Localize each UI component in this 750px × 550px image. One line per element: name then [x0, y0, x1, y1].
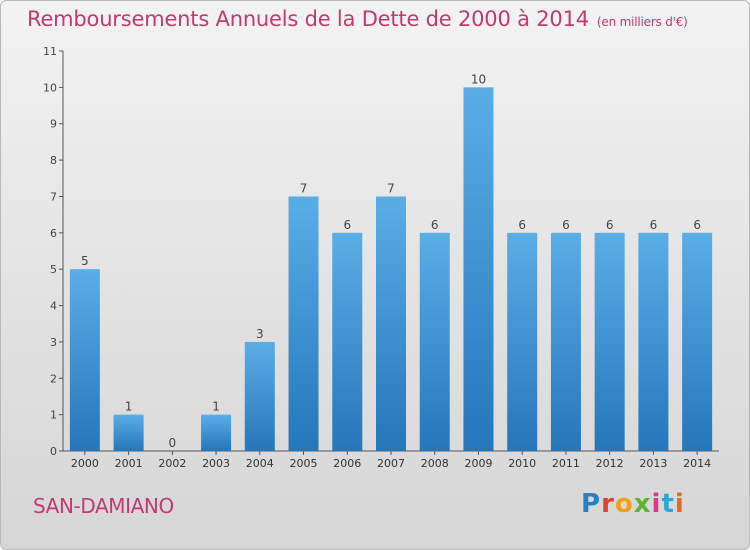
- bar: [201, 414, 232, 451]
- x-tick-label: 2007: [377, 457, 405, 470]
- y-tick-label: 7: [50, 190, 57, 203]
- proxiti-logo[interactable]: Proxiti: [581, 489, 685, 519]
- bar: [682, 232, 713, 451]
- bar-value-label: 5: [81, 254, 89, 268]
- bar-value-label: 6: [693, 218, 701, 232]
- bar-value-label: 10: [471, 72, 486, 86]
- x-tick-label: 2013: [639, 457, 667, 470]
- y-tick-label: 11: [43, 45, 57, 58]
- y-tick-label: 0: [50, 445, 57, 458]
- y-tick-label: 2: [50, 372, 57, 385]
- y-tick-label: 9: [50, 118, 57, 131]
- bar-value-label: 1: [125, 400, 133, 414]
- y-tick-label: 5: [50, 263, 57, 276]
- place-name: SAN-DAMIANO: [33, 494, 174, 518]
- logo-letter: x: [633, 489, 652, 519]
- x-tick-label: 2010: [508, 457, 536, 470]
- y-tick-label: 6: [50, 227, 57, 240]
- bar: [244, 341, 275, 451]
- bar: [69, 269, 100, 451]
- x-tick-label: 2001: [115, 457, 143, 470]
- bar: [113, 414, 144, 451]
- bar-value-label: 6: [518, 218, 526, 232]
- bar-value-label: 6: [650, 218, 658, 232]
- x-tick-label: 2003: [202, 457, 230, 470]
- bar: [288, 196, 319, 451]
- chart-unit: (en milliers d'€): [596, 15, 688, 29]
- logo-letter: i: [674, 489, 685, 519]
- x-tick-label: 2012: [596, 457, 624, 470]
- x-tick-label: 2006: [333, 457, 361, 470]
- bar: [463, 87, 494, 451]
- chart-title-text: Remboursements Annuels de la Dette de 20…: [27, 7, 589, 31]
- bar: [594, 232, 625, 451]
- chart-title: Remboursements Annuels de la Dette de 20…: [27, 7, 688, 31]
- x-tick-label: 2009: [464, 457, 492, 470]
- logo-letter: r: [601, 489, 615, 519]
- x-tick-label: 2002: [158, 457, 186, 470]
- bar: [419, 232, 450, 451]
- bar: [638, 232, 669, 451]
- bar-value-label: 6: [431, 218, 439, 232]
- bar-value-label: 7: [387, 181, 395, 195]
- logo-letter: o: [614, 489, 634, 519]
- logo-letter: t: [661, 489, 675, 519]
- bar: [332, 232, 363, 451]
- x-tick-label: 2014: [683, 457, 711, 470]
- y-tick-label: 3: [50, 336, 57, 349]
- bar-value-label: 6: [343, 218, 351, 232]
- x-tick-label: 2011: [552, 457, 580, 470]
- y-tick-label: 8: [50, 154, 57, 167]
- bar-value-label: 1: [212, 400, 220, 414]
- logo-letter: i: [651, 489, 662, 519]
- y-tick-label: 4: [50, 300, 57, 313]
- bar: [376, 196, 406, 451]
- x-tick-label: 2005: [290, 457, 318, 470]
- bar: [507, 232, 538, 451]
- logo-letter: P: [581, 489, 602, 519]
- bar: [550, 232, 581, 451]
- x-tick-label: 2004: [246, 457, 274, 470]
- bar-value-label: 0: [169, 436, 177, 450]
- y-tick-label: 10: [43, 81, 57, 94]
- bar-value-label: 6: [562, 218, 570, 232]
- bar-value-label: 6: [606, 218, 614, 232]
- x-tick-label: 2008: [421, 457, 449, 470]
- bar-value-label: 3: [256, 327, 264, 341]
- x-tick-label: 2000: [71, 457, 99, 470]
- y-tick-label: 1: [50, 409, 57, 422]
- bar-value-label: 7: [300, 181, 308, 195]
